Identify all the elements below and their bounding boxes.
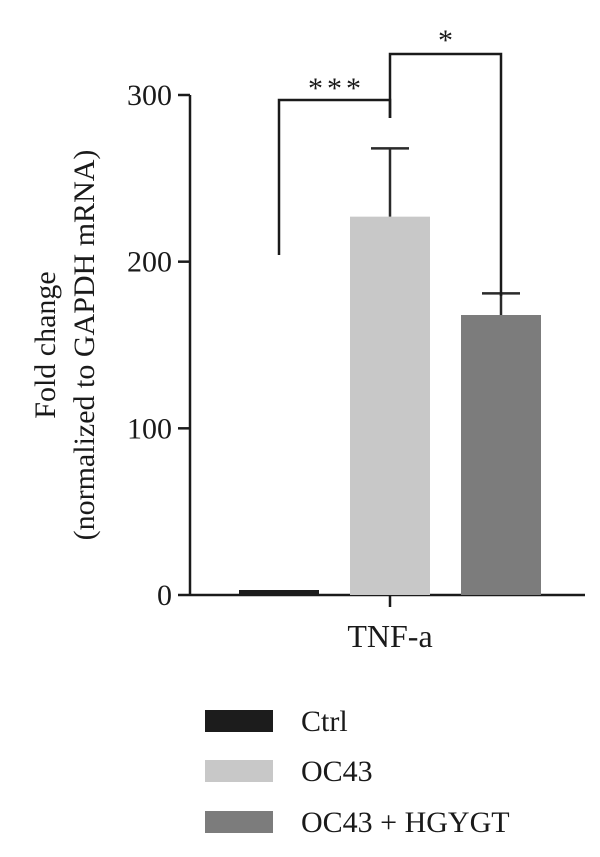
bar <box>239 590 319 595</box>
y-axis-title: Fold change (normalized to GAPDH mRNA) <box>29 150 101 541</box>
legend-label: OC43 + HGYGT <box>301 806 510 839</box>
legend-label: Ctrl <box>301 705 348 738</box>
y-tick-label: 100 <box>127 412 172 445</box>
y-tick-label: 0 <box>157 579 172 612</box>
legend-swatch <box>205 760 273 782</box>
x-category-label: TNF-a <box>347 618 432 654</box>
significance-label: * <box>438 24 457 57</box>
legend-swatch <box>205 811 273 833</box>
legend-swatch <box>205 710 273 732</box>
significance-brackets: **** <box>277 24 503 296</box>
legend-label: OC43 <box>301 755 373 788</box>
bar <box>350 216 430 595</box>
y-tick-label: 300 <box>127 79 172 112</box>
significance-bracket <box>388 52 503 296</box>
y-axis-title-line1: Fold change <box>29 271 62 418</box>
legend: Ctrl OC43 OC43 + HGYGT <box>205 705 510 839</box>
y-tick-label: 200 <box>127 246 172 279</box>
significance-label: *** <box>308 72 365 105</box>
bar <box>461 315 541 595</box>
y-axis-title-line2: (normalized to GAPDH mRNA) <box>68 150 101 541</box>
bars <box>239 216 541 595</box>
